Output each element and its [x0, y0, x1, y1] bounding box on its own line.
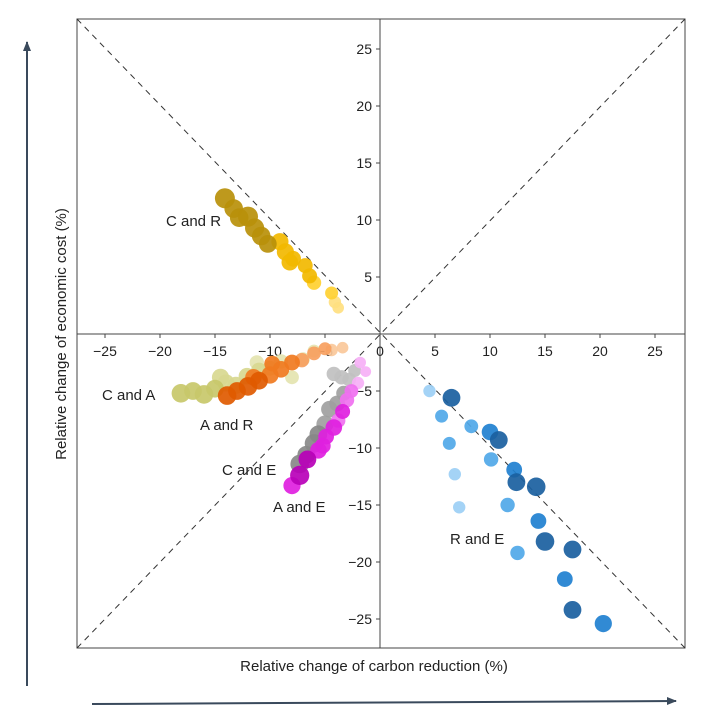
- group-label: C and E: [222, 462, 276, 479]
- y-axis-label: Relative change of economic cost (%): [53, 208, 70, 460]
- data-point: [335, 404, 351, 419]
- data-point: [510, 545, 525, 561]
- data-point: [321, 400, 338, 418]
- data-point: [290, 465, 310, 485]
- data-point: [507, 473, 526, 492]
- data-point: [326, 366, 341, 382]
- data-point: [526, 477, 546, 497]
- x-direction-arrow: [91, 697, 677, 706]
- data-point: [276, 243, 294, 261]
- data-point: [339, 392, 355, 408]
- x-tick-label: −15: [203, 343, 227, 359]
- x-tick-label: −20: [148, 343, 172, 359]
- group-label: C and R: [166, 213, 221, 230]
- data-point: [238, 377, 258, 396]
- series-a-and-r: [217, 341, 349, 405]
- data-point: [298, 450, 317, 469]
- data-points: [171, 188, 612, 633]
- x-tick-label: 0: [376, 343, 384, 359]
- x-tick-label: 25: [647, 343, 663, 359]
- data-point: [483, 452, 499, 467]
- data-point: [435, 409, 449, 423]
- diagonal-line-ascending: [76, 18, 686, 649]
- x-tick-label: −10: [258, 343, 282, 359]
- data-point: [336, 341, 349, 354]
- y-tick-label: 20: [356, 98, 372, 114]
- y-tick-label: −15: [348, 497, 372, 513]
- group-label: R and E: [450, 531, 504, 548]
- x-tick-label: 20: [592, 343, 608, 359]
- diagonal-reference-lines: [76, 18, 686, 649]
- series-c-and-r: [214, 188, 345, 314]
- group-label: A and R: [200, 417, 254, 434]
- y-tick-label: 10: [356, 212, 372, 228]
- data-point: [285, 370, 299, 385]
- group-labels: C and R C and A A and R C and E A and E R and…: [102, 213, 504, 548]
- data-point: [217, 386, 237, 405]
- data-point: [563, 601, 582, 619]
- y-tick-label: 25: [356, 41, 372, 57]
- group-label: A and E: [273, 499, 326, 516]
- data-point: [318, 342, 332, 356]
- group-label: C and A: [102, 387, 155, 404]
- x-tick-label: 15: [537, 343, 553, 359]
- x-tick-labels: −25−20−15−10−50510152025: [93, 334, 663, 359]
- x-tick-label: 5: [431, 343, 439, 359]
- data-point: [325, 419, 343, 436]
- data-point: [594, 615, 612, 633]
- data-point: [214, 188, 235, 209]
- data-point: [442, 436, 456, 450]
- y-tick-label: 5: [364, 269, 372, 285]
- data-point: [453, 501, 466, 514]
- series-r-and-e: [423, 384, 612, 633]
- data-point: [354, 356, 367, 369]
- data-point: [442, 388, 461, 407]
- data-point: [489, 431, 508, 449]
- x-tick-label: −25: [93, 343, 117, 359]
- data-point: [307, 346, 321, 361]
- data-point: [448, 468, 461, 481]
- y-tick-label: −20: [348, 554, 372, 570]
- data-point: [535, 532, 555, 551]
- data-point: [423, 384, 436, 398]
- data-point: [530, 513, 547, 529]
- data-point: [556, 571, 573, 587]
- data-point: [194, 385, 214, 404]
- y-tick-label: 15: [356, 155, 372, 171]
- y-tick-label: −10: [348, 440, 372, 456]
- x-axis-label: Relative change of carbon reduction (%): [240, 658, 508, 675]
- y-tick-label: −25: [348, 611, 372, 627]
- data-point: [302, 268, 318, 284]
- data-point: [238, 206, 258, 227]
- series-a-and-e: [283, 356, 372, 495]
- x-tick-label: 10: [482, 343, 498, 359]
- data-point: [563, 540, 582, 559]
- data-point: [360, 366, 372, 377]
- data-point: [171, 384, 191, 403]
- data-point: [500, 497, 515, 513]
- data-point: [464, 419, 479, 434]
- data-point: [325, 286, 339, 300]
- diagonal-line-descending: [76, 18, 686, 649]
